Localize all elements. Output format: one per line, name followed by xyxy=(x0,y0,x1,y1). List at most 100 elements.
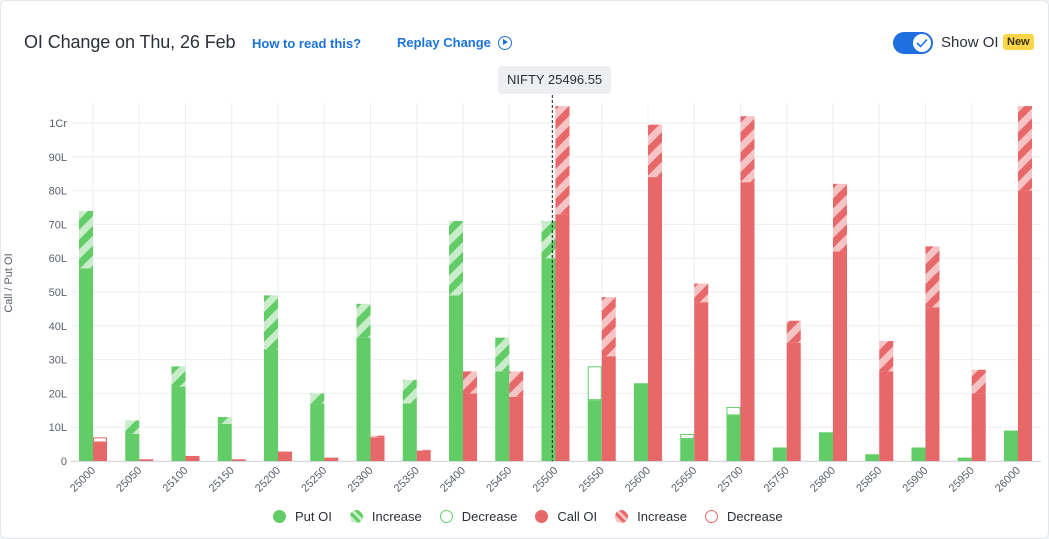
x-tick-label: 25150 xyxy=(207,465,237,495)
x-tick-label: 25300 xyxy=(346,465,376,495)
put-oi-bar[interactable] xyxy=(79,268,93,461)
put-increase-bar[interactable] xyxy=(79,210,93,269)
call-oi-bar[interactable] xyxy=(324,457,339,461)
put-oi-bar[interactable] xyxy=(726,415,741,461)
call-oi-bar[interactable] xyxy=(740,182,755,461)
call-oi-bar[interactable] xyxy=(971,393,986,461)
call-oi-bar[interactable] xyxy=(185,455,200,461)
put-oi-bar[interactable] xyxy=(356,337,371,461)
put-decrease-bar[interactable] xyxy=(587,366,602,401)
call-oi-bar[interactable] xyxy=(601,356,616,461)
call-oi-bar[interactable] xyxy=(370,437,385,461)
put-increase-bar[interactable] xyxy=(449,221,463,296)
y-tick-label: 1Cr xyxy=(49,118,67,130)
put-oi-bar[interactable] xyxy=(310,403,325,461)
put-increase-bar[interactable] xyxy=(356,303,371,338)
call-oi-bar[interactable] xyxy=(833,251,847,461)
legend-call-increase-label: Increase xyxy=(637,509,687,524)
put-oi-bar[interactable] xyxy=(819,433,833,461)
x-tick-label: 25250 xyxy=(299,465,329,495)
call-increase-bar[interactable] xyxy=(601,297,616,357)
put-oi-bar[interactable] xyxy=(449,295,463,461)
put-increase-bar[interactable] xyxy=(217,417,232,424)
call-oi-bar[interactable] xyxy=(416,450,431,461)
put-oi-bar[interactable] xyxy=(587,400,602,461)
put-oi-bar[interactable] xyxy=(865,454,880,461)
legend-put-oi[interactable]: Put OI xyxy=(273,509,332,524)
y-tick-label: 90L xyxy=(49,152,67,164)
call-oi-bar[interactable] xyxy=(925,307,940,461)
put-increase-bar[interactable] xyxy=(541,221,556,259)
put-decrease-bar[interactable] xyxy=(634,383,648,386)
legend-call-decrease[interactable]: Decrease xyxy=(704,509,783,524)
put-oi-bar[interactable] xyxy=(171,386,186,461)
x-tick-label: 25500 xyxy=(531,465,561,495)
call-increase-bar[interactable] xyxy=(971,369,986,394)
call-oi-bar[interactable] xyxy=(1018,190,1032,461)
put-decrease-bar[interactable] xyxy=(819,432,833,435)
call-increase-bar[interactable] xyxy=(370,435,385,438)
put-oi-bar[interactable] xyxy=(957,457,972,461)
how-to-read-link[interactable]: How to read this? xyxy=(252,36,362,51)
put-oi-bar[interactable] xyxy=(772,447,787,461)
put-oi-bar[interactable] xyxy=(264,349,278,461)
call-increase-bar[interactable] xyxy=(786,320,801,343)
put-increase-bar[interactable] xyxy=(125,420,140,434)
chart-title: OI Change on Thu, 26 Feb xyxy=(24,32,236,52)
call-increase-bar[interactable] xyxy=(463,371,477,394)
call-oi-bar[interactable] xyxy=(93,442,107,461)
call-increase-bar[interactable] xyxy=(416,449,431,451)
put-increase-swatch xyxy=(349,510,363,523)
call-oi-bar[interactable] xyxy=(555,214,570,461)
new-badge: New xyxy=(1003,34,1034,50)
put-decrease-bar[interactable] xyxy=(726,406,741,416)
call-increase-bar[interactable] xyxy=(740,116,755,183)
y-tick-label: 70L xyxy=(49,219,67,231)
call-increase-bar[interactable] xyxy=(509,371,524,397)
put-increase-bar[interactable] xyxy=(171,366,186,387)
call-oi-bar[interactable] xyxy=(648,177,662,461)
call-increase-bar[interactable] xyxy=(648,124,662,178)
call-increase-bar[interactable] xyxy=(925,246,940,308)
show-oi-toggle[interactable] xyxy=(893,32,933,54)
replay-change-button[interactable]: Replay Change xyxy=(397,35,512,50)
call-oi-bar[interactable] xyxy=(694,302,709,461)
put-oi-bar[interactable] xyxy=(402,403,417,461)
put-oi-bar[interactable] xyxy=(634,384,648,461)
legend-call-increase[interactable]: Increase xyxy=(615,509,687,524)
call-oi-bar[interactable] xyxy=(139,459,154,461)
legend-put-decrease[interactable]: Decrease xyxy=(439,509,517,524)
check-icon xyxy=(916,38,928,48)
call-increase-bar[interactable] xyxy=(879,341,894,372)
call-oi-bar[interactable] xyxy=(879,371,894,461)
put-oi-bar[interactable] xyxy=(125,433,140,461)
put-decrease-bar[interactable] xyxy=(680,433,695,440)
call-oi-bar[interactable] xyxy=(278,451,292,461)
call-increase-bar[interactable] xyxy=(555,106,570,215)
put-oi-bar[interactable] xyxy=(1004,430,1018,461)
call-increase-bar[interactable] xyxy=(694,283,709,303)
legend-call-oi[interactable]: Call OI xyxy=(535,509,597,524)
put-oi-bar[interactable] xyxy=(541,258,556,461)
call-increase-swatch xyxy=(615,510,629,523)
call-oi-bar[interactable] xyxy=(463,393,477,461)
put-oi-bar[interactable] xyxy=(911,447,926,461)
put-increase-bar[interactable] xyxy=(402,379,417,404)
x-tick-label: 25600 xyxy=(623,465,653,495)
put-oi-bar[interactable] xyxy=(495,371,510,461)
put-increase-bar[interactable] xyxy=(310,393,325,404)
put-oi-bar[interactable] xyxy=(217,423,232,461)
put-oi-bar[interactable] xyxy=(680,439,695,461)
put-increase-bar[interactable] xyxy=(495,337,510,372)
call-increase-bar[interactable] xyxy=(833,183,847,252)
toggle-knob xyxy=(913,34,931,52)
legend-put-increase[interactable]: Increase xyxy=(349,509,422,524)
oi-bar-chart: 0 10L 20L 30L 40L 50L 60L 70L 80L 90L 1Cr 25000 250… xyxy=(49,95,1041,495)
call-oi-bar[interactable] xyxy=(509,396,524,461)
call-decrease-bar[interactable] xyxy=(93,437,107,443)
call-oi-bar[interactable] xyxy=(786,342,801,461)
put-increase-bar[interactable] xyxy=(264,295,278,350)
y-tick-label: 80L xyxy=(49,186,67,198)
call-oi-bar[interactable] xyxy=(231,459,246,461)
call-increase-bar[interactable] xyxy=(1018,106,1032,191)
